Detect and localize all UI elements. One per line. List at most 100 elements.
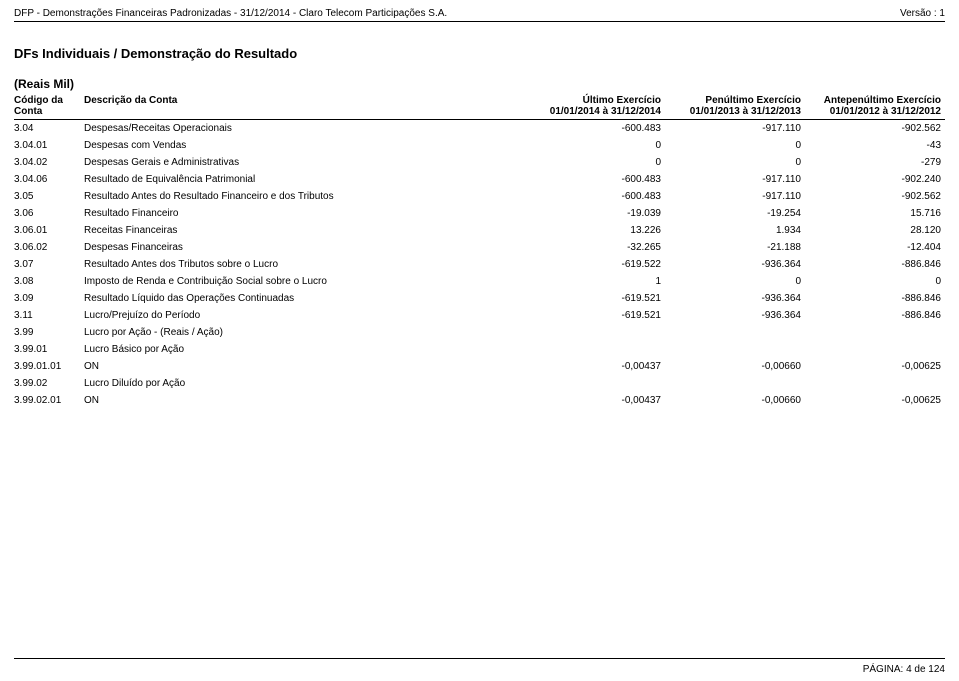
- cell-code: 3.05: [14, 188, 84, 205]
- col1-top: Último Exercício: [525, 95, 661, 106]
- table-row: 3.99.01Lucro Básico por Ação: [14, 341, 945, 358]
- cell-desc: Lucro Diluído por Ação: [84, 375, 525, 392]
- cell-code: 3.99.01.01: [14, 358, 84, 375]
- cell-v3: -902.562: [805, 188, 945, 205]
- cell-code: 3.99.01: [14, 341, 84, 358]
- cell-v1: [525, 324, 665, 341]
- cell-desc: Despesas Financeiras: [84, 239, 525, 256]
- table-row: 3.06Resultado Financeiro-19.039-19.25415…: [14, 205, 945, 222]
- table-row: 3.07Resultado Antes dos Tributos sobre o…: [14, 256, 945, 273]
- cell-v2: -917.110: [665, 188, 805, 205]
- cell-desc: Receitas Financeiras: [84, 222, 525, 239]
- table-body: 3.04Despesas/Receitas Operacionais-600.4…: [14, 120, 945, 410]
- cell-desc: ON: [84, 358, 525, 375]
- table-row: 3.04.06Resultado de Equivalência Patrimo…: [14, 171, 945, 188]
- cell-code: 3.11: [14, 307, 84, 324]
- cell-v2: -936.364: [665, 256, 805, 273]
- col2-top: Penúltimo Exercício: [665, 95, 801, 106]
- table-row: 3.04.02Despesas Gerais e Administrativas…: [14, 154, 945, 171]
- cell-v1: -0,00437: [525, 358, 665, 375]
- cell-desc: Imposto de Renda e Contribuição Social s…: [84, 273, 525, 290]
- cell-desc: Resultado Antes dos Tributos sobre o Luc…: [84, 256, 525, 273]
- cell-v2: -917.110: [665, 120, 805, 138]
- table-row: 3.08Imposto de Renda e Contribuição Soci…: [14, 273, 945, 290]
- cell-desc: ON: [84, 392, 525, 409]
- cell-desc: Lucro/Prejuízo do Período: [84, 307, 525, 324]
- cell-desc: Resultado Líquido das Operações Continua…: [84, 290, 525, 307]
- cell-v2: 0: [665, 137, 805, 154]
- cell-v1: -619.522: [525, 256, 665, 273]
- cell-code: 3.06: [14, 205, 84, 222]
- cell-v1: 1: [525, 273, 665, 290]
- cell-v2: -936.364: [665, 307, 805, 324]
- cell-v1: 0: [525, 137, 665, 154]
- cell-v1: -600.483: [525, 188, 665, 205]
- cell-v2: 0: [665, 154, 805, 171]
- cell-code: 3.99.02.01: [14, 392, 84, 409]
- table-row: 3.99.01.01ON-0,00437-0,00660-0,00625: [14, 358, 945, 375]
- cell-v3: 15.716: [805, 205, 945, 222]
- table-row: 3.99.02.01ON-0,00437-0,00660-0,00625: [14, 392, 945, 409]
- cell-code: 3.04.01: [14, 137, 84, 154]
- cell-v2: 0: [665, 273, 805, 290]
- col2-sub: 01/01/2013 à 31/12/2013: [665, 106, 801, 117]
- cell-v2: 1.934: [665, 222, 805, 239]
- cell-code: 3.04.02: [14, 154, 84, 171]
- cell-v3: [805, 341, 945, 358]
- cell-code: 3.06.01: [14, 222, 84, 239]
- cell-v3: -279: [805, 154, 945, 171]
- cell-v2: -936.364: [665, 290, 805, 307]
- financial-table: Código da Conta Descrição da Conta Últim…: [14, 93, 945, 409]
- cell-v1: -600.483: [525, 120, 665, 138]
- cell-v1: -600.483: [525, 171, 665, 188]
- cell-code: 3.09: [14, 290, 84, 307]
- col-desc: Descrição da Conta: [84, 93, 525, 120]
- cell-v3: -902.562: [805, 120, 945, 138]
- table-row: 3.11Lucro/Prejuízo do Período-619.521-93…: [14, 307, 945, 324]
- cell-v3: -43: [805, 137, 945, 154]
- cell-v3: -886.846: [805, 307, 945, 324]
- cell-desc: Despesas/Receitas Operacionais: [84, 120, 525, 138]
- cell-code: 3.08: [14, 273, 84, 290]
- cell-desc: Resultado Financeiro: [84, 205, 525, 222]
- table-row: 3.06.02Despesas Financeiras-32.265-21.18…: [14, 239, 945, 256]
- cell-v3: -886.846: [805, 256, 945, 273]
- col1-sub: 01/01/2014 à 31/12/2014: [525, 106, 661, 117]
- table-row: 3.06.01Receitas Financeiras13.2261.93428…: [14, 222, 945, 239]
- cell-v1: -619.521: [525, 290, 665, 307]
- cell-v3: -886.846: [805, 290, 945, 307]
- table-row: 3.99Lucro por Ação - (Reais / Ação): [14, 324, 945, 341]
- col-period-1: Último Exercício 01/01/2014 à 31/12/2014: [525, 93, 665, 120]
- cell-v2: [665, 375, 805, 392]
- cell-v1: [525, 341, 665, 358]
- cell-v2: [665, 324, 805, 341]
- cell-v1: -19.039: [525, 205, 665, 222]
- cell-code: 3.04.06: [14, 171, 84, 188]
- page-footer: PÁGINA: 4 de 124: [863, 664, 945, 675]
- cell-desc: Lucro Básico por Ação: [84, 341, 525, 358]
- table-row: 3.05Resultado Antes do Resultado Finance…: [14, 188, 945, 205]
- table-row: 3.04Despesas/Receitas Operacionais-600.4…: [14, 120, 945, 138]
- footer-divider: [14, 658, 945, 659]
- cell-v1: -32.265: [525, 239, 665, 256]
- page-header: DFP - Demonstrações Financeiras Padroniz…: [14, 8, 945, 19]
- cell-code: 3.99.02: [14, 375, 84, 392]
- unit-label: (Reais Mil): [14, 77, 945, 91]
- cell-v3: 0: [805, 273, 945, 290]
- cell-v2: -0,00660: [665, 392, 805, 409]
- cell-v2: -19.254: [665, 205, 805, 222]
- table-row: 3.04.01Despesas com Vendas00-43: [14, 137, 945, 154]
- cell-v3: -902.240: [805, 171, 945, 188]
- table-row: 3.99.02Lucro Diluído por Ação: [14, 375, 945, 392]
- col-period-2: Penúltimo Exercício 01/01/2013 à 31/12/2…: [665, 93, 805, 120]
- col-desc-label: Descrição da Conta: [84, 95, 177, 106]
- cell-v3: -0,00625: [805, 358, 945, 375]
- cell-v1: 0: [525, 154, 665, 171]
- cell-v2: -0,00660: [665, 358, 805, 375]
- cell-desc: Resultado Antes do Resultado Financeiro …: [84, 188, 525, 205]
- col3-sub: 01/01/2012 à 31/12/2012: [805, 106, 941, 117]
- cell-v2: -21.188: [665, 239, 805, 256]
- cell-desc: Despesas com Vendas: [84, 137, 525, 154]
- cell-desc: Despesas Gerais e Administrativas: [84, 154, 525, 171]
- col-code-label: Código da Conta: [14, 95, 63, 117]
